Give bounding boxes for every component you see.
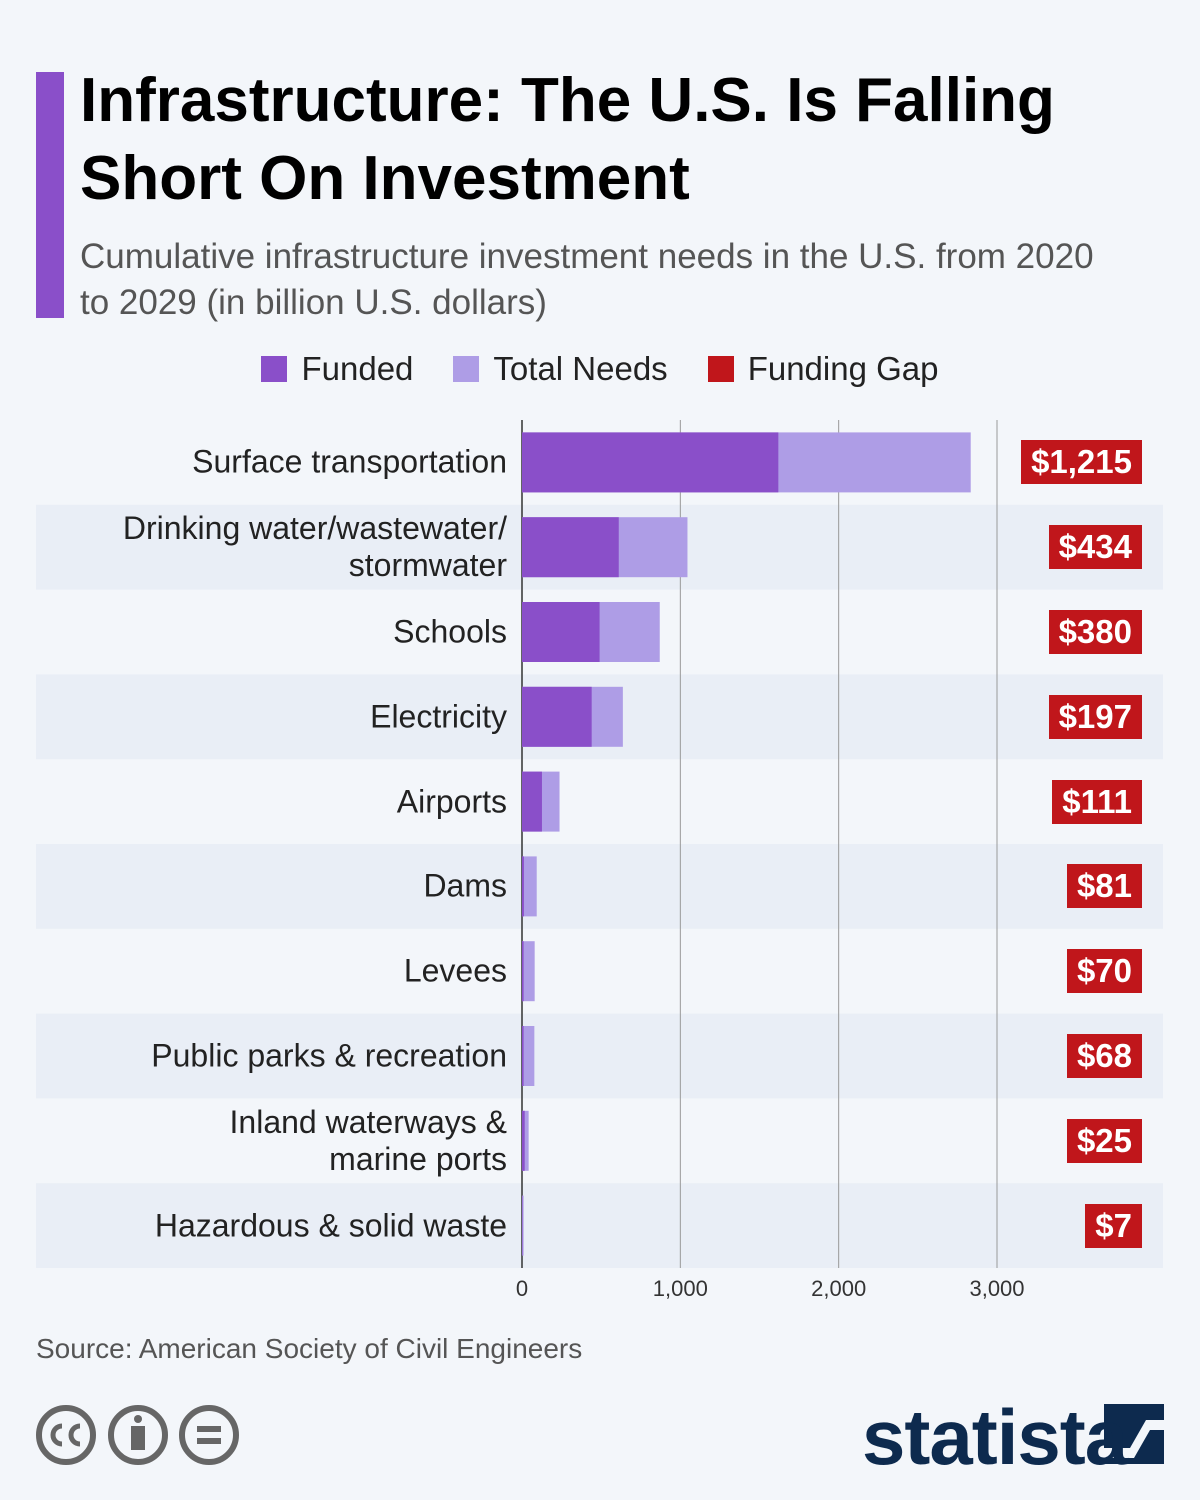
row-band	[36, 1183, 1163, 1268]
legend-item: Funded	[261, 350, 413, 388]
legend-swatch	[453, 356, 480, 382]
category-label: Drinking water/wastewater/ stormwater	[122, 510, 507, 584]
legend-swatch	[261, 356, 288, 382]
bar	[522, 1026, 535, 1086]
gap-label: $197	[1048, 694, 1142, 739]
legend-label: Funding Gap	[747, 350, 939, 387]
category-label: Hazardous & solid waste	[154, 1207, 507, 1244]
category-label: Public parks & recreation	[151, 1037, 507, 1074]
bar	[522, 941, 535, 1002]
logo-icon	[1104, 1404, 1164, 1464]
x-tick-label: 1,000	[652, 1276, 708, 1301]
gap-label: $7	[1085, 1203, 1142, 1248]
bar	[522, 517, 619, 578]
bar	[522, 771, 542, 832]
category-label: Electricity	[370, 698, 507, 735]
bar	[522, 686, 592, 747]
row-band	[36, 1013, 1163, 1099]
gap-label: $81	[1066, 864, 1142, 909]
bar	[522, 1110, 529, 1171]
bar	[522, 856, 537, 917]
legend-label: Funded	[301, 350, 414, 387]
legend: Funded Total Needs Funding Gap	[0, 350, 1200, 388]
category-label: Levees	[403, 952, 507, 989]
logo: statista	[862, 1393, 1128, 1481]
gap-label: $111	[1052, 779, 1142, 824]
chart-subtitle: Cumulative infrastructure investment nee…	[80, 237, 1094, 322]
legend-item: Total Needs	[453, 350, 668, 388]
gap-label: $25	[1066, 1118, 1142, 1163]
gap-label: $70	[1066, 949, 1142, 994]
category-label: Inland waterways & marine ports	[229, 1103, 507, 1177]
x-tick-label: 0	[515, 1276, 529, 1301]
bar	[522, 1026, 524, 1086]
category-label: Dams	[423, 867, 507, 904]
x-tick-label: 3,000	[969, 1276, 1025, 1301]
chart-title: Infrastructure: The U.S. Is Falling Shor…	[80, 66, 1055, 213]
category-label: Surface transportation	[192, 443, 507, 480]
gap-label: $380	[1048, 610, 1142, 654]
bar	[522, 602, 600, 662]
bar	[522, 856, 524, 917]
bar	[522, 1110, 525, 1171]
x-tick-label: 2,000	[811, 1276, 867, 1301]
row-band	[36, 844, 1163, 929]
bar	[522, 1195, 524, 1256]
legend-swatch	[707, 356, 734, 382]
gap-label: $68	[1066, 1034, 1142, 1078]
category-label: Airports	[396, 783, 507, 820]
bar	[522, 432, 779, 493]
legend-item: Funding Gap	[707, 350, 939, 388]
bar	[522, 941, 524, 1002]
license-icons	[36, 1405, 239, 1465]
gap-label: $1,215	[1021, 440, 1142, 485]
accent-bar	[36, 72, 64, 318]
category-label: Schools	[393, 613, 507, 650]
legend-label: Total Needs	[493, 350, 668, 387]
source: Source: American Society of Civil Engine…	[36, 1333, 583, 1364]
gap-label: $434	[1048, 525, 1142, 570]
